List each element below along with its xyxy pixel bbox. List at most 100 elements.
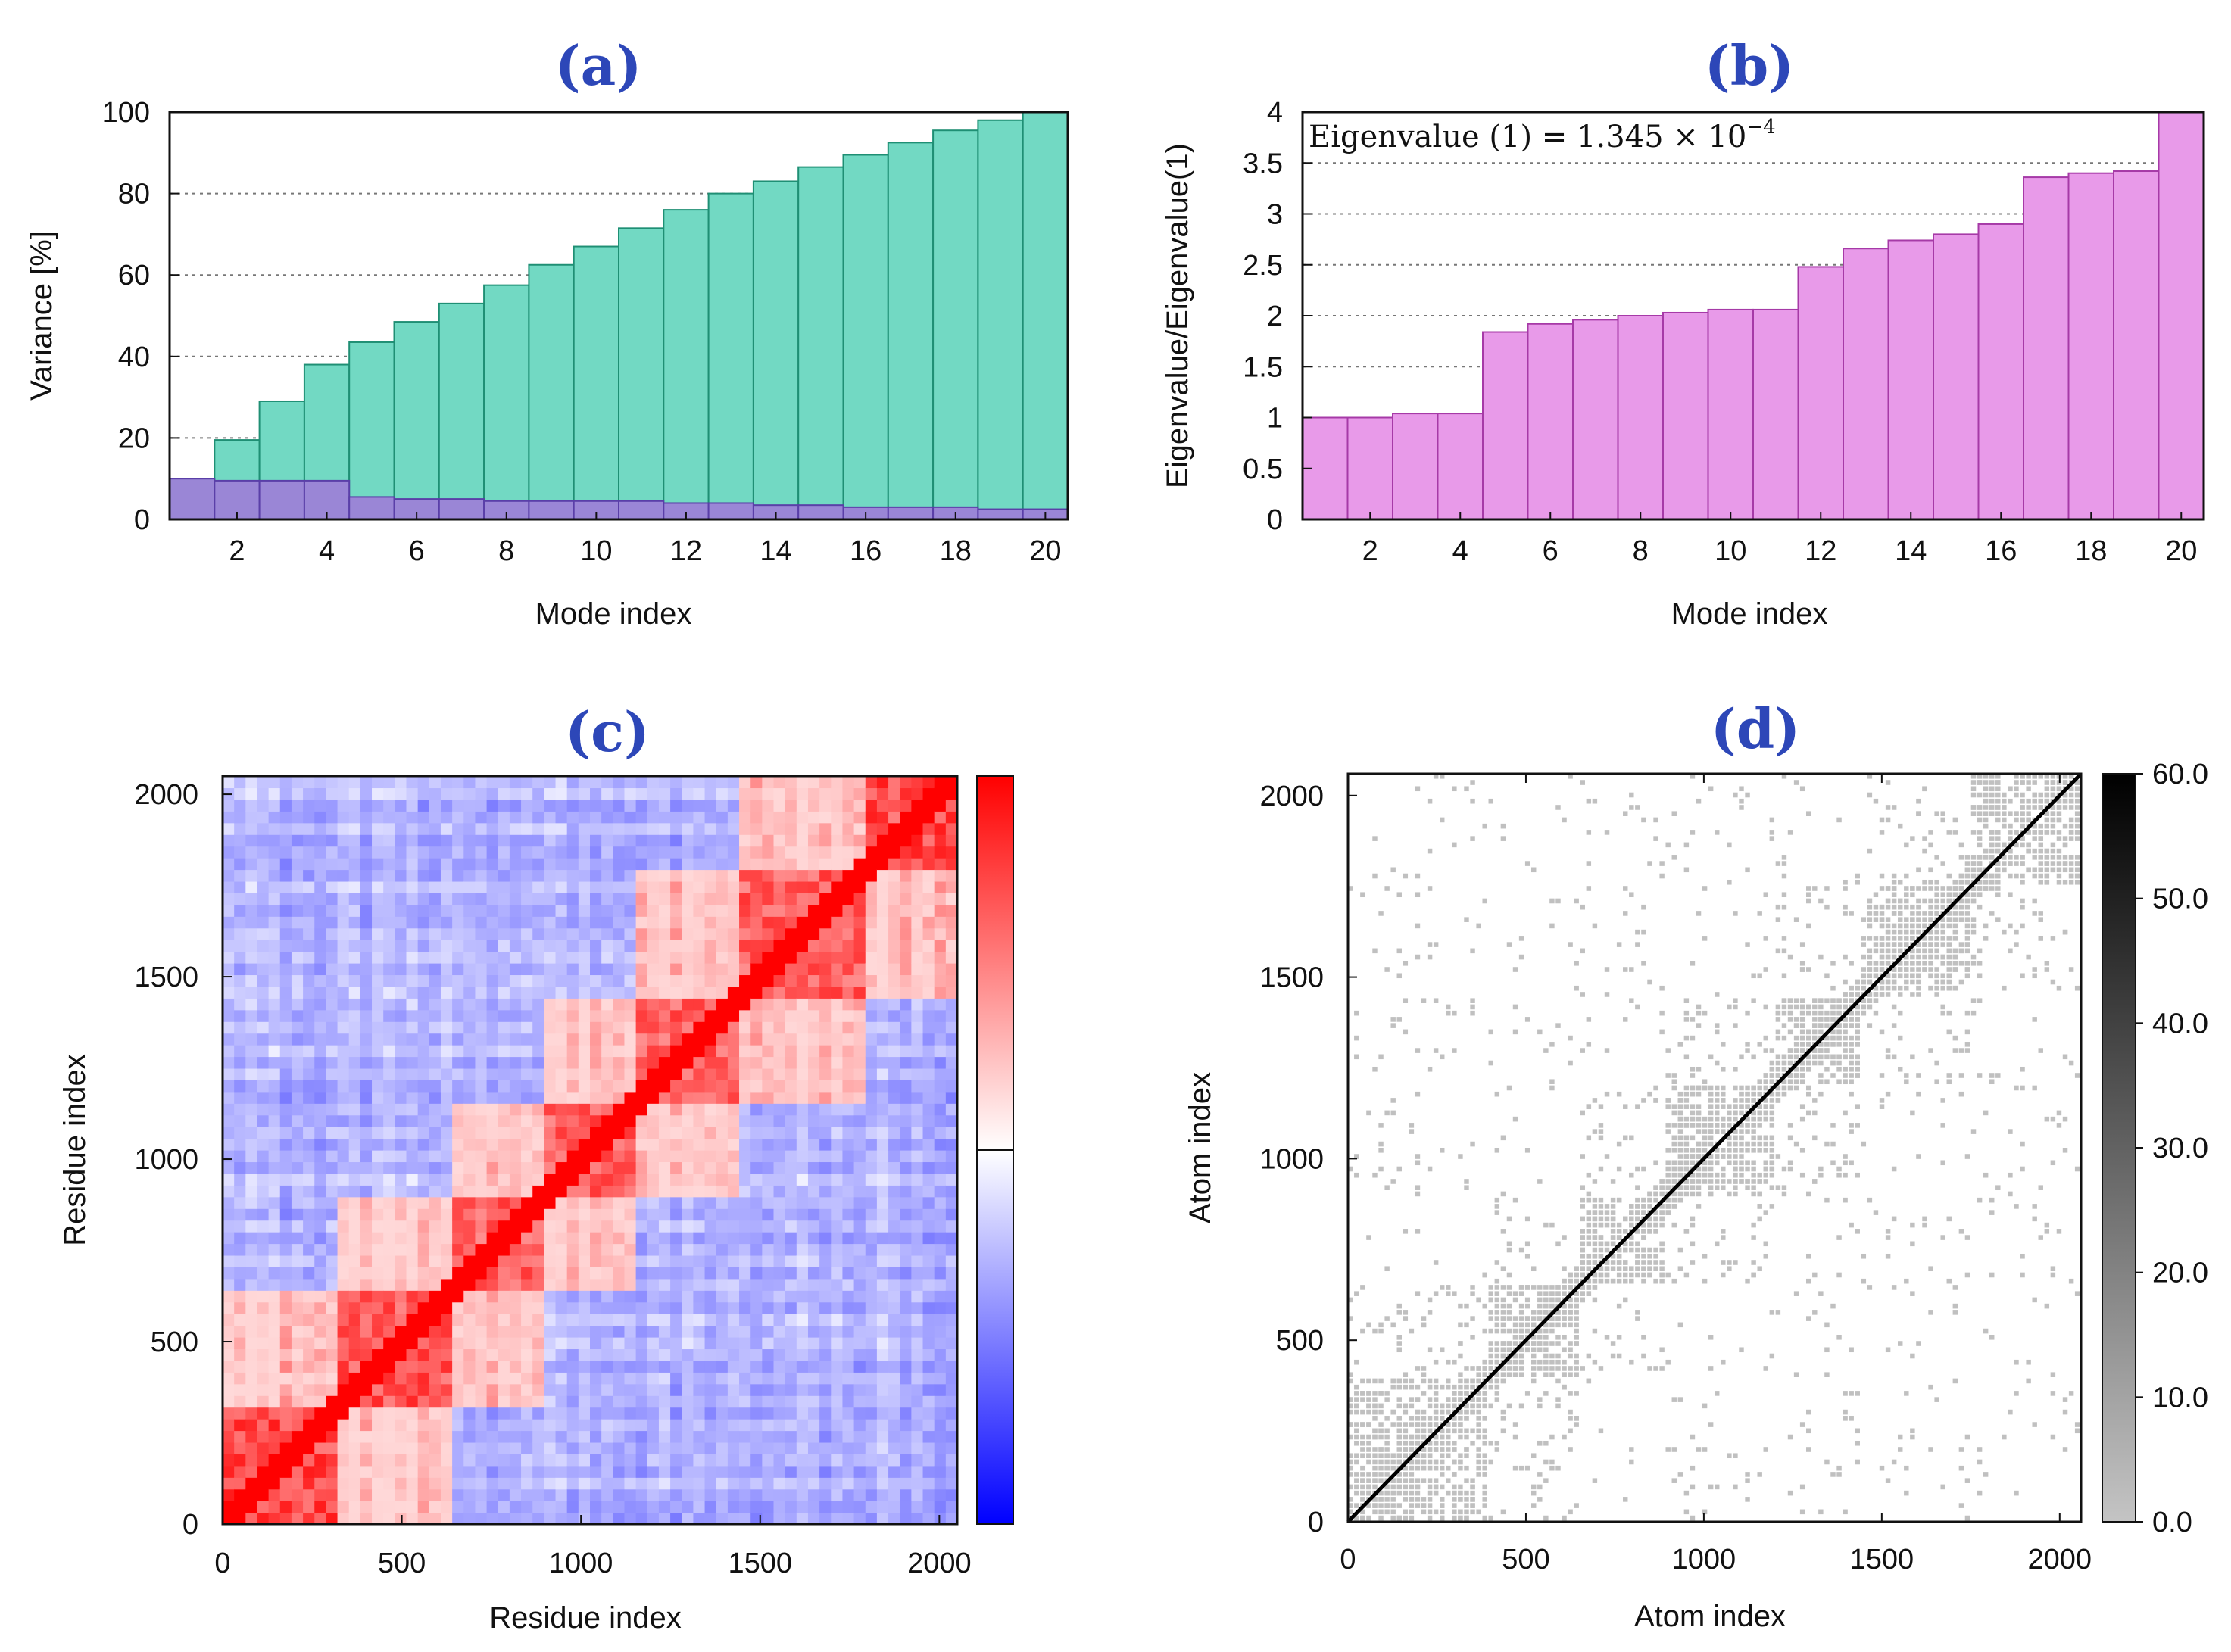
c-heat-cell [807,1267,820,1280]
c-heat-cell [888,1395,900,1408]
c-heat-cell [279,1220,292,1233]
c-heat-cell [452,1161,464,1174]
c-heat-cell [440,998,453,1011]
c-heat-cell [245,1080,258,1093]
c-heat-cell [223,1314,235,1326]
c-heat-cell [509,1033,522,1046]
a-xtick-label: 18 [940,535,972,567]
c-heat-cell [670,1091,682,1104]
c-heat-cell [853,1267,866,1280]
c-heat-cell [704,1290,717,1303]
c-heat-cell [406,1255,419,1267]
c-heat-cell [796,1056,809,1069]
c-heat-cell [475,1325,488,1338]
c-heat-cell [234,1278,246,1291]
c-heat-cell [796,1512,809,1525]
c-heat-cell [796,1068,809,1080]
c-heat-cell [395,986,407,999]
c-heat-cell [853,1301,866,1314]
c-heat-cell [750,1161,763,1174]
c-heat-cell [750,869,763,882]
d-contact-cell [1476,1378,1481,1384]
c-heat-cell [486,1465,499,1478]
c-heat-cell [853,1080,866,1093]
c-heat-cell [498,787,510,800]
c-heat-cell [578,776,591,789]
c-heat-cell [670,1501,682,1513]
c-heat-cell [773,881,786,893]
c-heat-cell [486,799,499,812]
c-heat-cell [348,787,361,800]
d-contact-cell [1360,1434,1365,1440]
c-heat-cell [727,822,740,835]
d-contact-cell [1396,1459,1402,1465]
c-heat-cell [406,1501,419,1513]
c-heat-cell [521,1477,533,1490]
c-heat-cell [303,1407,315,1420]
c-heat-cell [613,951,626,964]
d-contact-cell [1531,1372,1537,1377]
c-heat-cell [268,1021,281,1034]
c-heat-cell [647,1161,660,1174]
c-heat-cell [624,1056,637,1069]
d-contact-cell [1354,1422,1359,1427]
d-contact-cell [1354,1515,1359,1521]
d-contact-cell [1476,1403,1481,1409]
c-heat-cell [498,858,510,871]
c-heat-cell [842,904,855,917]
c-heat-cell [245,1278,258,1291]
c-heat-cell [372,1173,384,1186]
c-heat-cell [900,893,912,905]
c-heat-cell [682,1138,694,1151]
c-heat-cell [716,811,729,824]
c-heat-cell [395,1220,407,1233]
c-heat-cell [670,846,682,859]
c-heat-cell [807,1255,820,1267]
c-heat-cell [268,927,281,940]
c-heat-cell [647,1056,660,1069]
c-heat-cell [314,1360,327,1373]
c-heat-cell [326,881,339,893]
c-heat-cell [739,904,751,917]
c-heat-cell [417,1337,430,1350]
c-heat-cell [624,1208,637,1221]
c-heat-cell [922,1021,935,1034]
c-heat-cell [739,986,751,999]
c-heat-cell [750,1278,763,1291]
c-heat-cell [911,1501,924,1513]
c-heat-cell [739,1337,751,1350]
c-heat-cell [888,834,900,847]
c-heat-cell [945,1255,958,1267]
c-heat-cell [900,1161,912,1174]
c-heat-cell [555,1430,568,1443]
c-heat-cell [372,1477,384,1490]
c-heat-cell [440,858,453,871]
c-heat-cell [716,1091,729,1104]
c-heat-cell [498,1127,510,1139]
c-heat-cell [785,1138,797,1151]
c-heat-cell [624,1430,637,1443]
c-heat-cell [360,1442,373,1454]
c-heat-cell [750,1407,763,1420]
c-heat-cell [785,1430,797,1443]
c-heat-cell [807,846,820,859]
c-heat-cell [727,1407,740,1420]
c-heat-cell [440,1278,453,1291]
c-heat-cell [498,1301,510,1314]
c-heat-cell [509,1173,522,1186]
c-heat-cell [831,1477,844,1490]
d-contact-cell [1433,1048,1439,1053]
c-heat-cell [372,1442,384,1454]
c-heat-cell [578,1267,591,1280]
c-heat-cell [762,1278,775,1291]
c-heat-cell [750,1021,763,1034]
c-heat-cell [796,881,809,893]
c-heat-cell [865,963,878,976]
c-heat-cell [303,1488,315,1501]
c-heat-cell [613,1442,626,1454]
c-heat-cell [348,1138,361,1151]
d-contact-cell [1421,1459,1427,1465]
d-contact-cell [1470,798,1475,804]
c-heat-cell [223,869,235,882]
c-heat-cell [257,1337,270,1350]
